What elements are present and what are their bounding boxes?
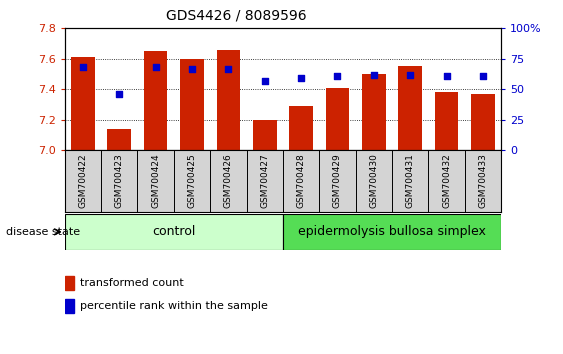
Bar xyxy=(283,214,501,250)
Point xyxy=(442,73,451,79)
Text: GDS4426 / 8089596: GDS4426 / 8089596 xyxy=(166,9,307,23)
Point xyxy=(369,72,378,78)
Bar xyxy=(180,59,204,150)
Text: GSM700422: GSM700422 xyxy=(78,154,87,208)
Bar xyxy=(71,57,95,150)
Text: GSM700423: GSM700423 xyxy=(115,154,124,208)
Bar xyxy=(144,51,167,150)
Bar xyxy=(471,94,495,150)
Text: GSM700432: GSM700432 xyxy=(442,154,451,208)
Text: GSM700427: GSM700427 xyxy=(260,154,269,208)
Point xyxy=(224,66,233,72)
Point xyxy=(297,75,306,81)
Bar xyxy=(65,299,74,313)
Bar xyxy=(108,129,131,150)
Point xyxy=(260,78,269,84)
Bar xyxy=(325,88,349,150)
Bar xyxy=(65,214,283,250)
Text: disease state: disease state xyxy=(6,227,80,237)
Text: epidermolysis bullosa simplex: epidermolysis bullosa simplex xyxy=(298,225,486,238)
Point xyxy=(406,72,415,78)
Text: GSM700429: GSM700429 xyxy=(333,154,342,208)
Point xyxy=(187,66,196,72)
Text: GSM700426: GSM700426 xyxy=(224,154,233,208)
Bar xyxy=(362,74,386,150)
Text: GSM700424: GSM700424 xyxy=(151,154,160,208)
Point xyxy=(115,91,124,97)
Bar xyxy=(435,92,458,150)
Bar xyxy=(253,120,276,150)
Text: GSM700430: GSM700430 xyxy=(369,154,378,209)
Text: GSM700425: GSM700425 xyxy=(187,154,196,208)
Point xyxy=(151,64,160,70)
Point xyxy=(333,73,342,79)
Text: GSM700431: GSM700431 xyxy=(406,154,415,209)
Point xyxy=(479,73,488,79)
Bar xyxy=(289,106,313,150)
Point xyxy=(78,64,87,70)
Text: GSM700428: GSM700428 xyxy=(297,154,306,208)
Bar xyxy=(399,67,422,150)
Text: transformed count: transformed count xyxy=(81,278,184,288)
Text: GSM700433: GSM700433 xyxy=(479,154,488,209)
Text: percentile rank within the sample: percentile rank within the sample xyxy=(81,301,269,311)
Bar xyxy=(65,276,74,290)
Text: control: control xyxy=(152,225,195,238)
Bar xyxy=(217,50,240,150)
